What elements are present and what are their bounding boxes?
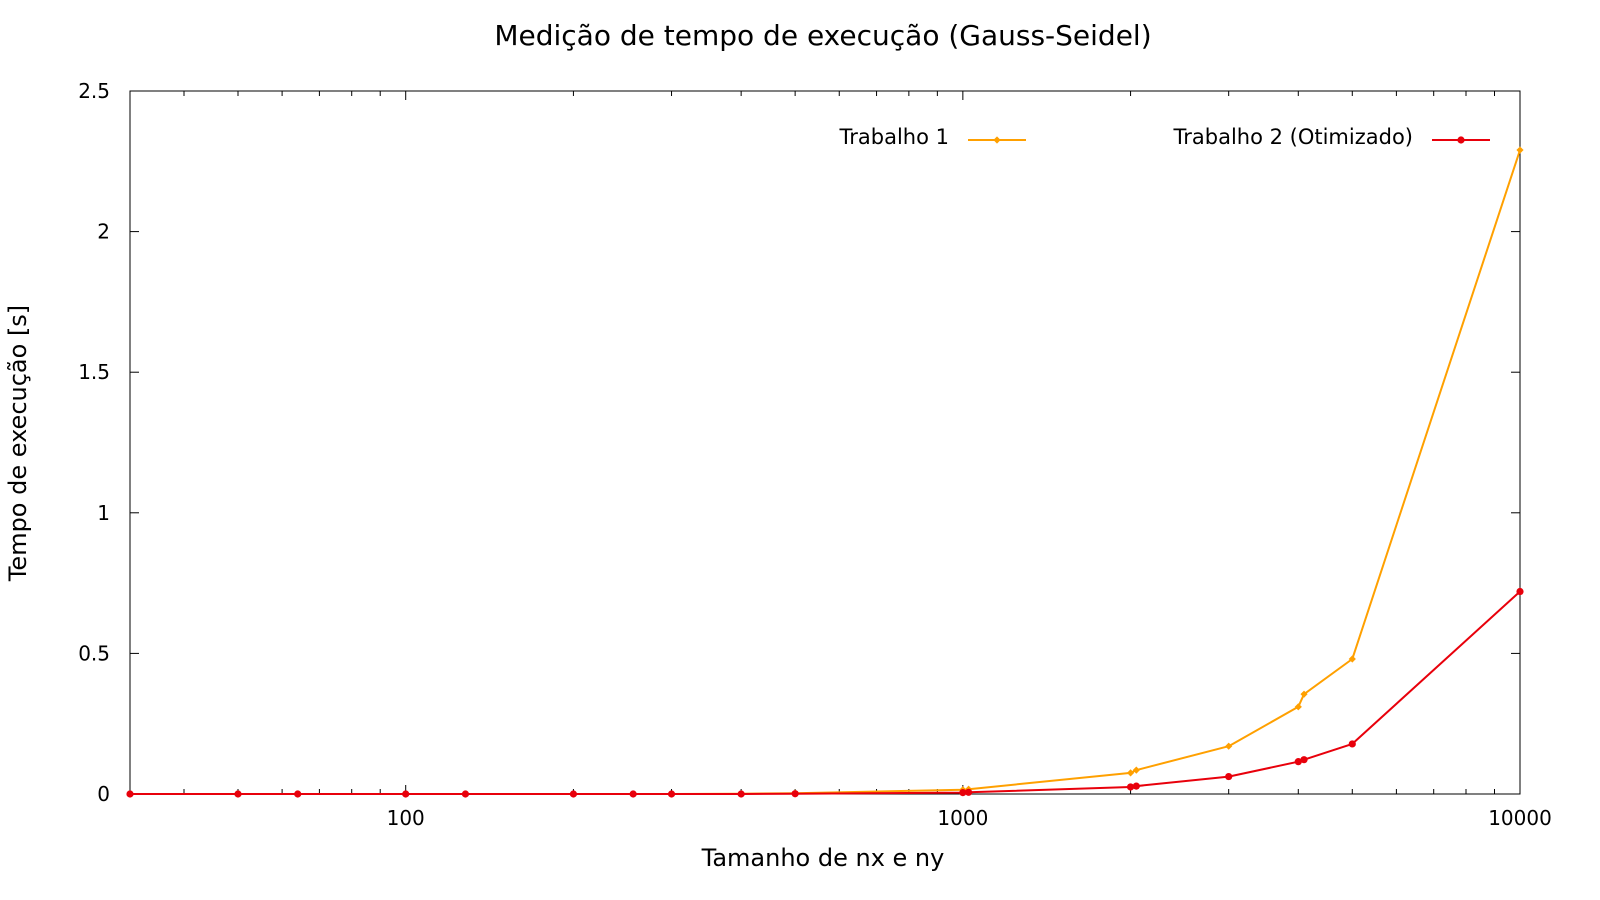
data-point — [1126, 783, 1135, 791]
series-line-1 — [130, 149, 1521, 795]
data-point — [569, 790, 578, 798]
data-point — [126, 790, 134, 798]
legend-label: Trabalho 2 (Otimizado) — [1173, 125, 1414, 149]
data-point — [402, 790, 410, 798]
x-tick-label: 10000 — [1488, 806, 1552, 830]
x-tick-label: 100 — [387, 806, 425, 830]
data-point — [234, 790, 242, 798]
chart-title: Medição de tempo de execução (Gauss-Seid… — [494, 19, 1151, 52]
x-axis-label: Tamanho de nx e ny — [701, 844, 945, 872]
legend-label: Trabalho 1 — [839, 125, 949, 149]
y-tick-label: 0 — [97, 782, 110, 806]
y-axis-label: Tempo de execução [s] — [4, 305, 32, 582]
data-point — [1300, 756, 1308, 764]
data-point — [1300, 690, 1308, 698]
data-point — [667, 790, 676, 798]
data-point — [1225, 742, 1233, 750]
data-point — [959, 788, 967, 797]
data-point — [629, 790, 637, 798]
y-tick-label: 0.5 — [78, 641, 110, 665]
y-tick-label: 1 — [97, 501, 110, 525]
data-point — [1126, 769, 1135, 777]
data-point — [1516, 146, 1524, 154]
data-point — [1294, 758, 1302, 766]
data-point — [1348, 740, 1356, 748]
series-layer — [126, 146, 1524, 798]
data-point — [1348, 655, 1356, 663]
x-tick-label: 1000 — [937, 806, 988, 830]
data-point — [1132, 782, 1140, 790]
data-point — [1225, 772, 1233, 781]
legend: Trabalho 1 Trabalho 2 (Otimizado) — [839, 125, 1490, 149]
data-point — [1132, 766, 1140, 774]
data-point — [737, 790, 745, 798]
tick-labels: 0 0.5 1 1.5 2 2.5 100 1000 10000 — [78, 79, 1552, 830]
data-point — [964, 788, 973, 796]
data-point — [461, 790, 470, 798]
data-point — [1516, 587, 1524, 596]
data-point — [1294, 703, 1302, 711]
data-point — [294, 790, 302, 798]
y-tick-label: 1.5 — [78, 360, 110, 384]
y-tick-label: 2 — [97, 220, 110, 244]
y-tick-label: 2.5 — [78, 79, 110, 103]
data-point — [791, 790, 799, 798]
legend-swatch-marker — [1457, 136, 1465, 144]
series-line-2 — [130, 590, 1521, 795]
legend-swatch-marker — [993, 136, 1001, 144]
